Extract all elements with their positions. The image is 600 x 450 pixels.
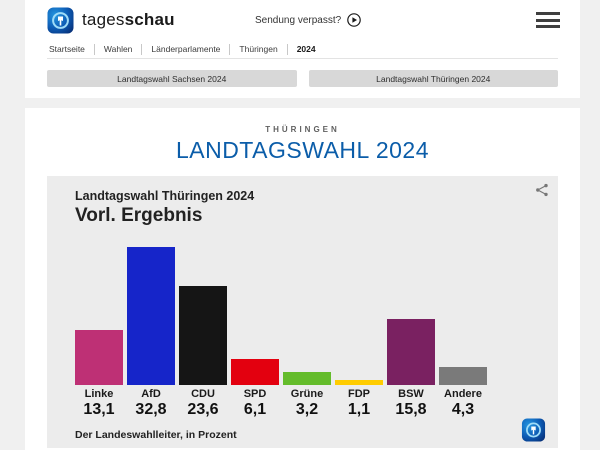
bar-area [231,245,279,385]
value-label-cdu: 23,6 [187,401,219,418]
bar-column-linke: Linke 13,1 [75,245,123,419]
bar-area [283,245,331,385]
bar-area [127,245,175,385]
breadcrumb: Startseite Wahlen Länderparlamente Thüringe… [47,40,558,59]
party-label-cdu: CDU [191,388,215,400]
bar-cdu [179,286,227,385]
bar-area [387,245,435,385]
chart-source: Der Landeswahlleiter, in Prozent [75,429,237,441]
bar-afd [127,247,175,385]
value-label-grüne: 3,2 [295,401,319,418]
breadcrumb-separator [286,43,288,55]
bar-spd [231,359,279,385]
tab-landtagswahl-sachsen-2024[interactable]: Landtagswahl Sachsen 2024 [47,70,297,87]
party-label-bsw: BSW [398,388,424,400]
bar-area [439,245,487,385]
share-icon[interactable] [533,181,551,204]
breadcrumb-item-thüringen[interactable]: Thüringen [239,44,278,54]
party-label-afd: AfD [141,388,161,400]
breadcrumb-item-2024[interactable]: 2024 [296,44,316,54]
bar-fdp [335,380,383,385]
value-label-fdp: 1,1 [347,401,371,418]
result-chart-card: Landtagswahl Thüringen 2024 Vorl. Ergebn… [47,176,558,448]
party-label-fdp: FDP [348,388,370,400]
tagesschau-logo-icon [47,7,74,34]
play-icon[interactable] [347,13,361,27]
bar-andere [439,367,487,385]
breadcrumb-separator [93,43,95,55]
breadcrumb-item-startseite[interactable]: Startseite [49,44,85,54]
main-content: THÜRINGEN LANDTAGSWAHL 2024 Landtagswahl… [25,108,580,450]
party-label-spd: SPD [243,388,267,400]
bar-column-grüne: Grüne 3,2 [283,245,331,419]
bar-area [179,245,227,385]
party-label-andere: Andere [444,388,482,400]
value-label-afd: 32,8 [135,401,167,418]
value-label-andere: 4,3 [451,401,475,418]
sendung-verpasst-label: Sendung verpasst? [255,14,342,26]
breadcrumb-separator [229,43,231,55]
sendung-verpasst-link[interactable]: Sendung verpasst? [255,13,361,27]
breadcrumb-item-wahlen[interactable]: Wahlen [103,44,133,54]
brand-wordmark: tagesschau [82,10,175,29]
header: tagesschau Sendung verpasst? Startseite W… [25,0,580,98]
menu-hamburger-icon[interactable] [536,12,560,28]
chart-subtitle: Landtagswahl Thüringen 2024 [75,189,255,203]
topbar: tagesschau Sendung verpasst? [25,0,580,40]
chart-title: Vorl. Ergebnis [75,205,203,226]
breadcrumb-item-länderparlamente[interactable]: Länderparlamente [151,44,221,54]
bar-grüne [283,372,331,385]
party-label-linke: Linke [84,388,114,400]
bar-column-bsw: BSW 15,8 [387,245,435,419]
bar-column-spd: SPD 6,1 [231,245,279,419]
tab-landtagswahl-thüringen-2024[interactable]: Landtagswahl Thüringen 2024 [308,70,558,87]
breadcrumb-separator [141,43,143,55]
bar-chart: Linke 13,1 AfD 32,8 CDU 23,6 SPD 6,1 Grüne 3,2 FDP… [75,245,558,419]
brand-home-link[interactable]: tagesschau [47,7,175,34]
bar-column-andere: Andere 4,3 [439,245,487,419]
tagesschau-badge-icon [521,418,546,447]
value-label-linke: 13,1 [83,401,115,418]
bar-area [75,245,123,385]
value-label-spd: 6,1 [243,401,267,418]
party-label-grüne: Grüne [290,388,324,400]
bar-area [335,245,383,385]
bar-column-afd: AfD 32,8 [127,245,175,419]
bar-column-cdu: CDU 23,6 [179,245,227,419]
election-tabs: Landtagswahl Sachsen 2024 Landtagswahl Th… [25,59,580,87]
value-label-bsw: 15,8 [395,401,427,418]
bar-column-fdp: FDP 1,1 [335,245,383,419]
page-eyebrow: THÜRINGEN [265,125,340,134]
bar-bsw [387,319,435,385]
bar-linke [75,330,123,385]
page-title: LANDTAGSWAHL 2024 [175,137,430,163]
